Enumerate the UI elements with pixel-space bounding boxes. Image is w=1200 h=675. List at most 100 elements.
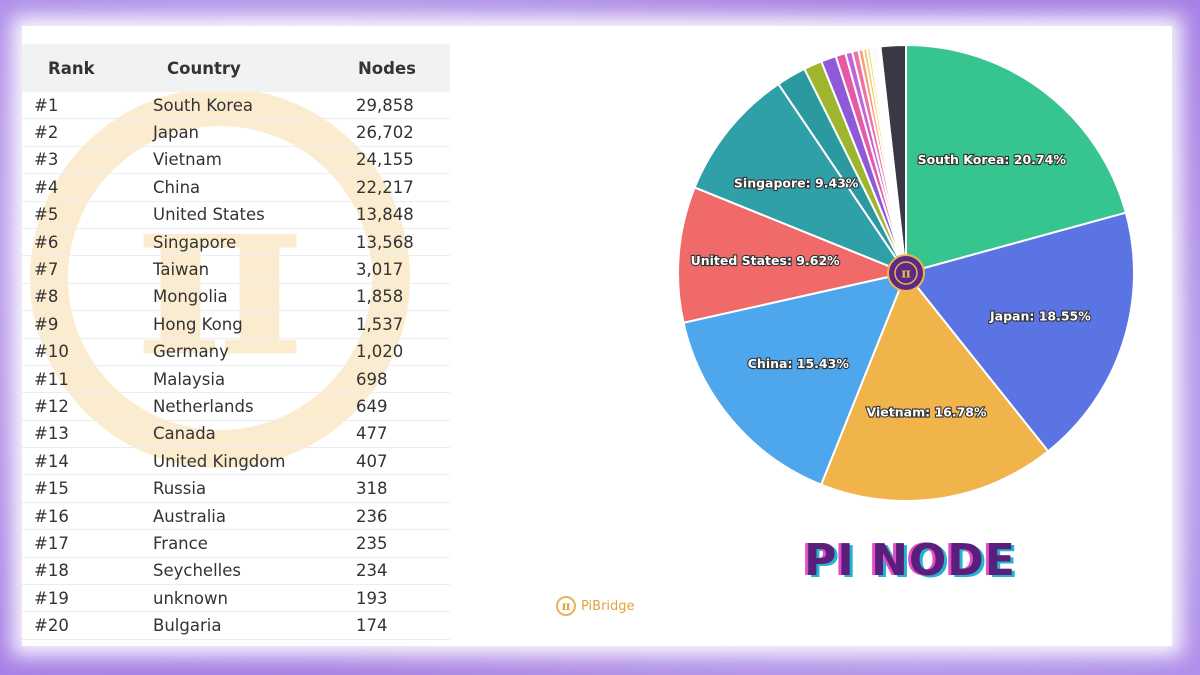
country-cell: United Kingdom xyxy=(153,447,356,476)
slice-label: Vietnam: 16.78% xyxy=(867,404,987,419)
country-cell: China xyxy=(153,173,356,202)
nodes-cell: 1,858 xyxy=(356,283,450,312)
nodes-cell: 193 xyxy=(356,584,450,613)
slice-label: China: 15.43% xyxy=(748,356,850,371)
rank-cell: #7 xyxy=(22,255,153,284)
country-cell: Australia xyxy=(153,502,356,531)
country-cell: Singapore xyxy=(153,228,356,257)
rank-cell: #13 xyxy=(22,420,153,449)
nodes-cell: 13,848 xyxy=(356,201,450,229)
rank-cell: #1 xyxy=(22,92,153,120)
pibridge-logo-text: PiBridge xyxy=(581,598,635,614)
nodes-cell: 24,155 xyxy=(356,146,450,175)
pie-slice xyxy=(682,271,908,486)
rank-cell: #14 xyxy=(22,447,153,476)
table-row: #7 Taiwan 3,017 xyxy=(22,255,450,284)
country-cell: United States xyxy=(153,201,356,229)
pie-slice xyxy=(904,211,1135,453)
rank-cell: #5 xyxy=(22,201,153,229)
table-row: #1 South Korea 29,858 xyxy=(22,92,450,120)
table-row: #20 Bulgaria 174 xyxy=(22,611,450,640)
table-row: #4 China 22,217 xyxy=(22,173,450,202)
pibridge-watermark: π PiBridge xyxy=(556,596,635,616)
nodes-cell: 29,858 xyxy=(356,92,450,120)
header-nodes: Nodes xyxy=(356,44,450,92)
country-cell: Taiwan xyxy=(153,255,356,284)
country-cell: Germany xyxy=(153,338,356,366)
pie-slice xyxy=(677,186,910,324)
nodes-cell: 407 xyxy=(356,447,450,476)
pie-slice xyxy=(693,82,909,276)
chart-title: PI NODE xyxy=(804,535,1016,586)
country-cell: Russia xyxy=(153,474,356,503)
nodes-cell: 3,017 xyxy=(356,255,450,284)
rank-cell: #12 xyxy=(22,392,153,421)
table-row: #2 Japan 26,702 xyxy=(22,118,450,147)
pi-center-logo-icon: π xyxy=(887,254,925,292)
table-header-row: Rank Country Nodes xyxy=(22,44,450,92)
pibridge-logo-icon: π xyxy=(556,596,576,616)
rank-cell: #11 xyxy=(22,365,153,394)
table-body: #1 South Korea 29,858 #2 Japan 26,702 #3 Vietna… xyxy=(22,92,450,640)
rank-cell: #16 xyxy=(22,502,153,531)
country-cell: Canada xyxy=(153,420,356,449)
table-row: #5 United States 13,848 xyxy=(22,201,450,229)
table-row: #18 Seychelles 234 xyxy=(22,557,450,586)
table-row: #11 Malaysia 698 xyxy=(22,365,450,394)
nodes-cell: 13,568 xyxy=(356,228,450,257)
nodes-cell: 1,537 xyxy=(356,310,450,339)
table-row: #14 United Kingdom 407 xyxy=(22,447,450,476)
rank-cell: #15 xyxy=(22,474,153,503)
country-cell: Japan xyxy=(153,118,356,147)
nodes-cell: 477 xyxy=(356,420,450,449)
node-ranking-table: Rank Country Nodes #1 South Korea 29,858 #2… xyxy=(22,44,450,640)
country-cell: Mongolia xyxy=(153,283,356,312)
pie-chart: South Korea: 20.74% Japan: 18.55% Vietnam:… xyxy=(677,43,1135,502)
rank-cell: #3 xyxy=(22,146,153,175)
table-row: #19 unknown 193 xyxy=(22,584,450,613)
table-row: #8 Mongolia 1,858 xyxy=(22,283,450,312)
nodes-cell: 318 xyxy=(356,474,450,503)
nodes-cell: 236 xyxy=(356,502,450,531)
nodes-cell: 649 xyxy=(356,392,450,421)
table-row: #13 Canada 477 xyxy=(22,420,450,449)
table-row: #16 Australia 236 xyxy=(22,502,450,531)
header-country: Country xyxy=(153,44,356,92)
country-cell: France xyxy=(153,529,356,558)
rank-cell: #6 xyxy=(22,228,153,257)
rank-cell: #18 xyxy=(22,557,153,586)
table-row: #17 France 235 xyxy=(22,529,450,558)
nodes-cell: 235 xyxy=(356,529,450,558)
nodes-cell: 22,217 xyxy=(356,173,450,202)
slice-label: South Korea: 20.74% xyxy=(918,152,1067,167)
table-row: #6 Singapore 13,568 xyxy=(22,228,450,257)
nodes-cell: 698 xyxy=(356,365,450,394)
slice-label: United States: 9.62% xyxy=(691,253,841,268)
country-cell: Hong Kong xyxy=(153,310,356,339)
table-row: #15 Russia 318 xyxy=(22,474,450,503)
country-cell: Netherlands xyxy=(153,392,356,421)
pie-slice xyxy=(879,43,907,274)
pie-slice xyxy=(819,271,1050,502)
nodes-cell: 234 xyxy=(356,557,450,586)
rank-cell: #4 xyxy=(22,173,153,202)
table-row: #3 Vietnam 24,155 xyxy=(22,146,450,175)
rank-cell: #2 xyxy=(22,118,153,147)
country-cell: South Korea xyxy=(153,92,356,120)
table-row: #9 Hong Kong 1,537 xyxy=(22,310,450,339)
header-rank: Rank xyxy=(22,44,153,92)
rank-cell: #10 xyxy=(22,338,153,366)
nodes-cell: 1,020 xyxy=(356,338,450,366)
nodes-cell: 26,702 xyxy=(356,118,450,147)
table-row: #12 Netherlands 649 xyxy=(22,392,450,421)
nodes-cell: 174 xyxy=(356,611,450,640)
country-cell: unknown xyxy=(153,584,356,613)
country-cell: Malaysia xyxy=(153,365,356,394)
slice-label: Japan: 18.55% xyxy=(989,308,1091,323)
rank-cell: #9 xyxy=(22,310,153,339)
table-row: #10 Germany 1,020 xyxy=(22,338,450,366)
svg-text:π: π xyxy=(901,267,911,282)
pie-slice xyxy=(905,43,1128,275)
rank-cell: #20 xyxy=(22,611,153,640)
country-cell: Bulgaria xyxy=(153,611,356,640)
